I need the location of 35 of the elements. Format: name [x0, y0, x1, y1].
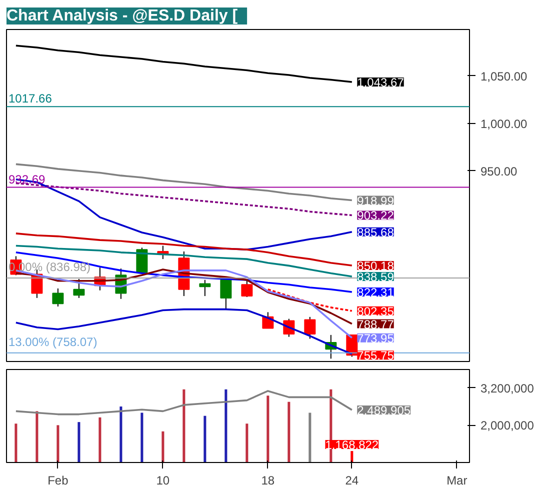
candlestick [52, 288, 64, 307]
data-label: 822.31 [357, 285, 394, 300]
candlestick [304, 316, 316, 340]
x-tick-label: 24 [345, 474, 359, 488]
ref-line-label: 1017.66 [8, 92, 52, 106]
y-tick-label: 950.00 [480, 164, 518, 178]
data-label: 802.35 [357, 304, 394, 318]
y-tick-label: 3,200,000 [480, 381, 534, 396]
line-series [267, 288, 353, 312]
data-label: 885.68 [357, 225, 394, 240]
ref-line-label: 13.00% (758.07) [8, 334, 98, 349]
chart-title: Chart Analysis - @ES.D Daily [ [6, 8, 238, 24]
data-label: 918.99 [357, 194, 394, 208]
candlestick [241, 279, 253, 298]
candlestick [136, 247, 148, 273]
y-tick-label: 1,050.00 [480, 69, 528, 84]
x-tick-label: Mar [446, 474, 468, 488]
x-tick-label: 10 [156, 474, 170, 488]
line-series [15, 182, 353, 216]
candlestick [73, 278, 85, 298]
candlestick [220, 279, 232, 310]
text: 755.75 [357, 348, 394, 363]
data-label: 773.95 [357, 331, 394, 346]
x-tick-label: 18 [261, 474, 275, 488]
line-series [15, 390, 353, 416]
data-label: 903.22 [357, 208, 394, 223]
data-label: 2,489,905 [357, 403, 411, 418]
line-series [15, 44, 353, 83]
y-tick-label: 1,000.00 [480, 116, 528, 131]
candlestick [199, 279, 211, 297]
x-tick-label: Feb [48, 474, 69, 488]
data-label: 788.77 [357, 317, 394, 332]
y-tick-label: 2,000,000 [480, 418, 534, 433]
data-label: 1,043.67 [357, 75, 404, 90]
data-label: 1,168,822 [325, 438, 379, 452]
